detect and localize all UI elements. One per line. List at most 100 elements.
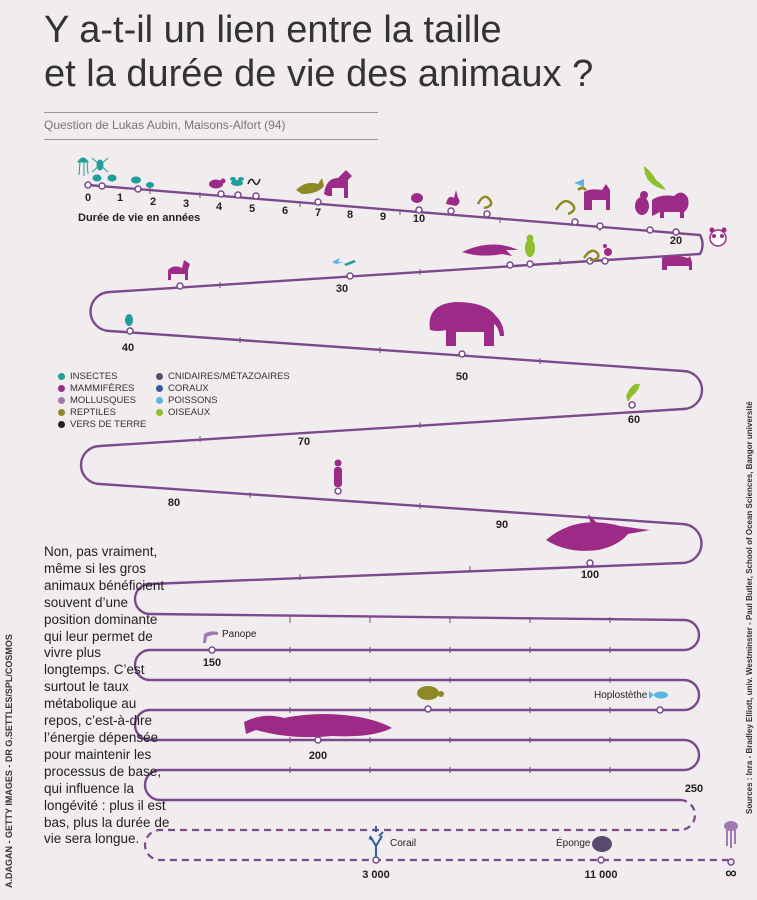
bee-icon <box>230 177 244 186</box>
fish-icon <box>574 179 584 187</box>
cat-icon <box>584 184 610 210</box>
coral-icon <box>368 826 384 858</box>
tick-label: 90 <box>496 519 508 531</box>
label-corail: Corail <box>390 838 416 849</box>
jellyfish-icon <box>724 821 738 866</box>
sources-credit: Sources : Inra - Bradley Elliott, univ. … <box>745 401 754 814</box>
insect-icon <box>125 314 133 326</box>
worm-icon <box>247 178 261 186</box>
jellyfish-icon <box>77 157 89 176</box>
title-line-2: et la durée de vie des animaux ? <box>44 53 594 95</box>
legend-column-2: CNIDAIRES/MÉTAZOAIRES CORAUX POISSONS OI… <box>156 370 290 418</box>
timeline-path <box>79 183 704 802</box>
insect-icon <box>91 157 117 182</box>
legend-item: CNIDAIRES/MÉTAZOAIRES <box>156 370 290 382</box>
tick-label: 6 <box>282 205 288 217</box>
tick-label: 1 <box>117 192 123 204</box>
title-rule-top <box>44 112 378 113</box>
subtitle: Question de Lukas Aubin, Maisons-Alfort … <box>44 118 286 132</box>
tick-label: 5 <box>249 203 255 215</box>
title-rule-bottom <box>44 139 378 140</box>
timeline-path-dashed <box>143 798 728 862</box>
tick-label: 9 <box>380 211 386 223</box>
tick-label: 2 <box>150 196 156 208</box>
legend-label: OISEAUX <box>168 406 211 418</box>
turtle-icon <box>417 686 444 700</box>
panda-icon <box>709 227 727 247</box>
dolphin-icon <box>462 244 518 256</box>
legend-swatch <box>58 384 65 392</box>
monkey-icon <box>635 191 649 215</box>
rabbit-icon <box>446 190 460 206</box>
wolf-icon <box>324 170 352 198</box>
legend-item: INSECTES <box>58 370 146 382</box>
legend-label: VERS DE TERRE <box>70 418 147 430</box>
legend-item: OISEAUX <box>156 406 290 418</box>
label-hoplostethe: Hoplostèthe <box>594 690 648 701</box>
tick-label: 4 <box>216 201 223 213</box>
elephant-icon <box>429 302 504 346</box>
tick-label: 7 <box>315 207 321 219</box>
hedgehog-icon <box>603 244 612 256</box>
legend-item: REPTILES <box>58 406 146 418</box>
hedgehog-icon <box>411 193 423 203</box>
label-panope: Panope <box>222 629 257 640</box>
tick-label: 3 <box>183 198 189 210</box>
tick-label: 80 <box>168 497 180 509</box>
legend-item: POISSONS <box>156 394 290 406</box>
tick-label: 50 <box>456 371 468 383</box>
bird-icon <box>344 260 356 266</box>
legend-swatch <box>58 396 65 404</box>
legend-swatch <box>156 408 163 416</box>
tick-label: 200 <box>309 750 327 762</box>
explanation-paragraph: Non, pas vraiment, même si les gros anim… <box>44 544 170 847</box>
whale-icon <box>244 714 392 738</box>
legend-swatch <box>58 408 65 416</box>
cow-icon <box>662 256 692 270</box>
page-title: Y a-t-il un lien entre la taille et la d… <box>44 8 734 96</box>
eagle-icon <box>644 166 666 190</box>
tick-label: 10 <box>413 213 425 225</box>
tick-label: 30 <box>336 283 348 295</box>
label-eponge: Éponge <box>556 836 591 849</box>
legend-label: CORAUX <box>168 382 209 394</box>
legend-swatch <box>58 372 65 380</box>
legend-swatch <box>58 420 65 428</box>
lion-icon <box>652 192 689 218</box>
tick-label: 11 000 <box>584 869 617 881</box>
tick-label-infinity: ∞ <box>725 865 736 882</box>
axis-label: Durée de vie en années <box>78 212 200 224</box>
legend-swatch <box>156 372 163 380</box>
orca-icon <box>546 514 650 551</box>
tick-label: 3 000 <box>362 869 390 881</box>
parrot-icon <box>626 383 640 402</box>
photo-credit: A.DAGAN - GETTY IMAGES - DR G.SETTLES/SP… <box>4 634 14 888</box>
fox-icon <box>296 178 324 194</box>
legend-label: MOLLUSQUES <box>70 394 136 406</box>
sponge-icon <box>592 836 612 852</box>
legend-label: CNIDAIRES/MÉTAZOAIRES <box>168 370 290 382</box>
legend-swatch <box>156 384 163 392</box>
tick-label: 8 <box>347 209 353 221</box>
legend-item: MOLLUSQUES <box>58 394 146 406</box>
legend-item: CORAUX <box>156 382 290 394</box>
legend-swatch <box>156 396 163 404</box>
snake-icon <box>554 186 587 216</box>
fish-icon <box>649 691 668 699</box>
legend-column-1: INSECTES MAMMIFÈRES MOLLUSQUES REPTILES … <box>58 370 146 430</box>
insect-icon <box>131 176 154 188</box>
tick-label: 20 <box>670 235 682 247</box>
legend-label: INSECTES <box>70 370 118 382</box>
bird-icon <box>332 258 344 264</box>
legend-item: VERS DE TERRE <box>58 418 146 430</box>
mouse-icon <box>209 178 226 189</box>
tick-label: 150 <box>203 657 221 669</box>
tick-label: 40 <box>122 342 134 354</box>
legend-label: REPTILES <box>70 406 116 418</box>
tick-label: 60 <box>628 414 640 426</box>
snake-icon <box>476 195 493 210</box>
tick-label: 250 <box>685 783 703 795</box>
title-line-1: Y a-t-il un lien entre la taille <box>44 9 502 51</box>
human-icon <box>334 459 342 487</box>
